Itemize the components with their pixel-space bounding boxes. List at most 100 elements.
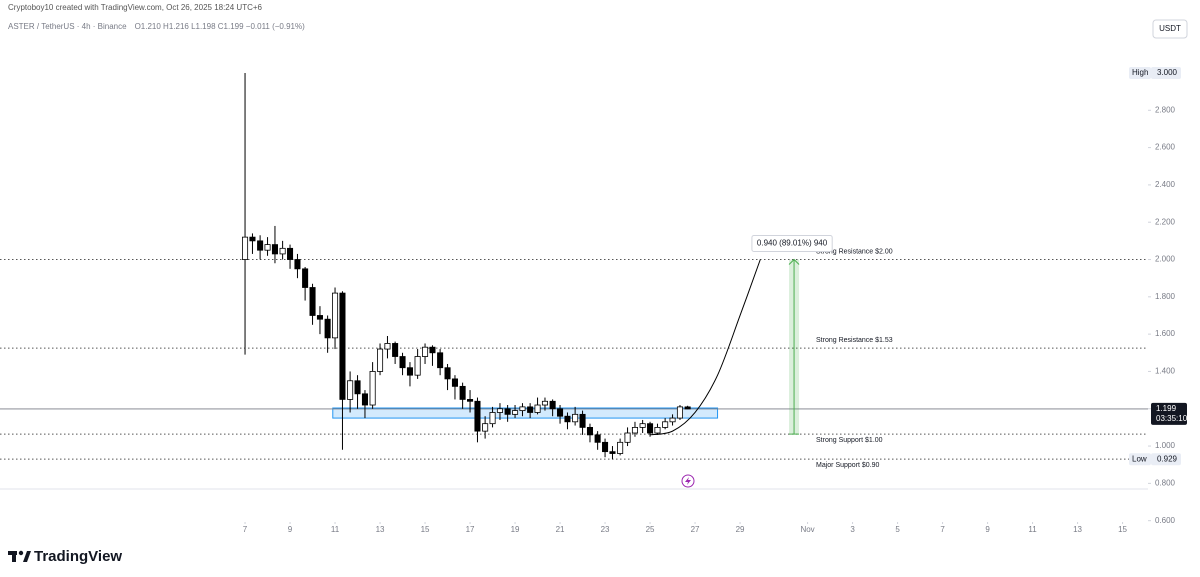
level-label: Strong Resistance $1.53 bbox=[816, 337, 893, 344]
y-tick-label: 2.200 bbox=[1155, 217, 1176, 226]
marker-value: 0.929 bbox=[1157, 454, 1178, 463]
candle-body bbox=[399, 356, 406, 369]
candle-body bbox=[242, 236, 249, 260]
candle-body bbox=[392, 343, 399, 357]
candle-body bbox=[287, 247, 294, 260]
candle-body bbox=[294, 259, 301, 270]
candle-body bbox=[271, 244, 278, 255]
candle-body bbox=[654, 427, 661, 434]
candle-body bbox=[444, 367, 451, 380]
candle-body bbox=[279, 247, 286, 255]
marker-tag-box bbox=[1129, 66, 1151, 79]
candle-body bbox=[609, 451, 616, 454]
last-price-tag bbox=[1151, 402, 1187, 425]
candle-body bbox=[354, 380, 361, 395]
candle-body bbox=[527, 406, 534, 413]
x-tick-label: 13 bbox=[1073, 525, 1082, 534]
candle-body bbox=[519, 406, 526, 412]
candle-body bbox=[639, 423, 646, 428]
candle-body bbox=[572, 413, 579, 423]
candle-body bbox=[512, 410, 519, 415]
candle-body bbox=[302, 268, 309, 288]
x-tick-label: 11 bbox=[1028, 525, 1037, 534]
candle-body bbox=[662, 421, 669, 428]
marker-value-box bbox=[1151, 453, 1181, 466]
alert-bolt bbox=[685, 477, 691, 485]
candle-body bbox=[384, 343, 391, 350]
level-label: Major Support $0.90 bbox=[816, 462, 880, 469]
logo-stem bbox=[12, 551, 16, 562]
candle-body bbox=[339, 292, 346, 400]
candle-body bbox=[369, 371, 376, 406]
x-tick-label: Nov bbox=[800, 525, 814, 534]
candle-body bbox=[631, 427, 639, 434]
candle-body bbox=[602, 441, 609, 453]
last-price-label: 1.199 bbox=[1156, 404, 1177, 413]
candle-body bbox=[684, 406, 691, 410]
candle-body bbox=[504, 408, 511, 415]
marker-value-box bbox=[1151, 66, 1181, 79]
x-tick-label: 7 bbox=[940, 525, 945, 534]
x-tick-label: 29 bbox=[736, 525, 745, 534]
level-label: Strong Resistance $2.00 bbox=[816, 248, 893, 255]
x-tick-label: 7 bbox=[243, 525, 248, 534]
alert-icon[interactable] bbox=[681, 474, 695, 488]
candle-body bbox=[249, 236, 256, 242]
level-label: Strong Support $1.00 bbox=[816, 437, 883, 444]
credit: Cryptoboy10 created with TradingView.com… bbox=[8, 3, 263, 12]
logo-dot bbox=[18, 550, 24, 556]
candle-body bbox=[557, 408, 564, 417]
candle-body bbox=[459, 385, 466, 400]
y-tick-label: 0.600 bbox=[1155, 516, 1176, 525]
x-tick-label: 9 bbox=[288, 525, 293, 534]
candle-body bbox=[586, 427, 594, 436]
symbol-title: ASTER / TetherUS · 4h · Binance bbox=[8, 22, 127, 31]
candle-body bbox=[414, 356, 421, 376]
marker-tag: Low bbox=[1132, 454, 1147, 463]
marker-tag-box bbox=[1129, 453, 1151, 466]
candle-body bbox=[429, 346, 436, 354]
candle-body bbox=[579, 413, 586, 428]
y-tick-label: 1.000 bbox=[1155, 441, 1176, 450]
candle-body bbox=[347, 380, 354, 400]
candle-body bbox=[564, 415, 571, 423]
x-tick-label: 3 bbox=[850, 525, 855, 534]
projection-curve bbox=[649, 259, 761, 436]
candle-body bbox=[647, 423, 654, 434]
x-tick-label: 21 bbox=[556, 525, 565, 534]
candle-body bbox=[332, 292, 339, 339]
y-tick-label: 2.600 bbox=[1155, 143, 1176, 152]
y-tick-label: 2.800 bbox=[1155, 105, 1176, 114]
x-tick-label: 15 bbox=[1118, 525, 1127, 534]
candle-body bbox=[361, 393, 368, 406]
countdown: 03:35:10 bbox=[1156, 414, 1188, 423]
candle-body bbox=[257, 240, 264, 251]
x-tick-label: 13 bbox=[376, 525, 385, 534]
candle-body bbox=[496, 408, 503, 413]
x-tick-label: 15 bbox=[421, 525, 430, 534]
candle-body bbox=[489, 412, 496, 425]
x-tick-label: 5 bbox=[895, 525, 900, 534]
candle-body bbox=[467, 399, 474, 402]
candle-body bbox=[406, 367, 413, 376]
x-tick-label: 9 bbox=[985, 525, 990, 534]
marker-tag: High bbox=[1132, 68, 1148, 77]
candle-body bbox=[309, 287, 316, 316]
x-tick-label: 27 bbox=[691, 525, 700, 534]
candle-body bbox=[482, 423, 489, 432]
ohlc-legend: O1.210 H1.216 L1.198 C1.199 −0.011 (−0.9… bbox=[135, 22, 306, 31]
candle-body bbox=[377, 348, 384, 372]
y-tick-label: 0.800 bbox=[1155, 478, 1176, 487]
candle-body bbox=[534, 404, 541, 413]
footer-logo: TradingView bbox=[8, 548, 122, 565]
candle-body bbox=[264, 244, 271, 251]
x-tick-label: 25 bbox=[646, 525, 655, 534]
currency-box[interactable] bbox=[1152, 19, 1188, 39]
brand: TradingView bbox=[34, 548, 122, 565]
candle-body bbox=[422, 346, 429, 357]
candle-body bbox=[541, 400, 548, 406]
x-tick-label: 11 bbox=[331, 525, 340, 534]
y-tick-label: 1.800 bbox=[1155, 292, 1176, 301]
measure-arrowhead bbox=[788, 258, 800, 265]
